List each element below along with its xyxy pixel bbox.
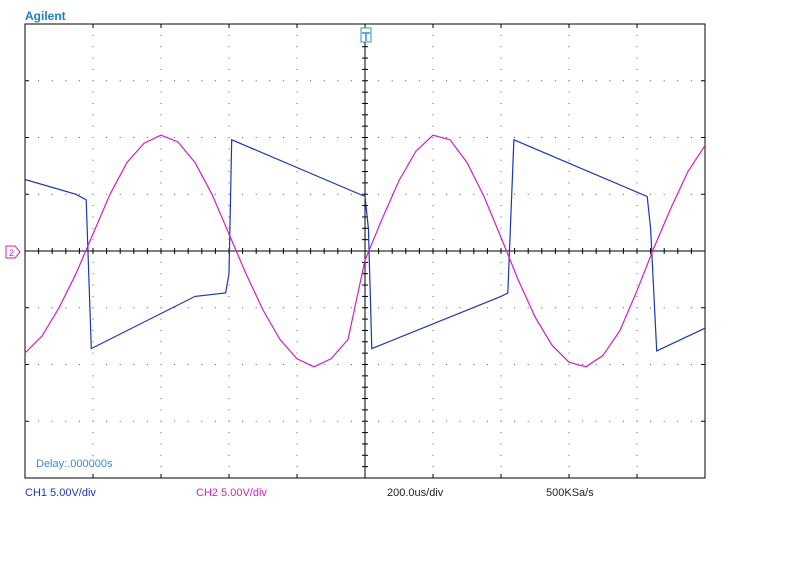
- trace-ch2: [24, 134, 706, 368]
- delay-readout: Delay:.000000s: [36, 458, 113, 470]
- trace-ch1: [24, 138, 706, 352]
- ch2-scale: CH2 5.00V/div: [196, 487, 267, 499]
- ch1-scale: CH1 5.00V/div: [25, 487, 96, 499]
- trigger-t-icon[interactable]: [360, 27, 372, 43]
- waveform-traces: [24, 134, 706, 368]
- timebase-readout: 200.0us/div: [387, 487, 444, 499]
- brand-logo-text: Agilent: [25, 9, 66, 23]
- svg-text:2: 2: [9, 248, 14, 258]
- ground-arrow-icon[interactable]: 2: [5, 245, 21, 259]
- sample-rate-readout: 500KSa/s: [546, 487, 594, 499]
- graticule: [24, 23, 706, 479]
